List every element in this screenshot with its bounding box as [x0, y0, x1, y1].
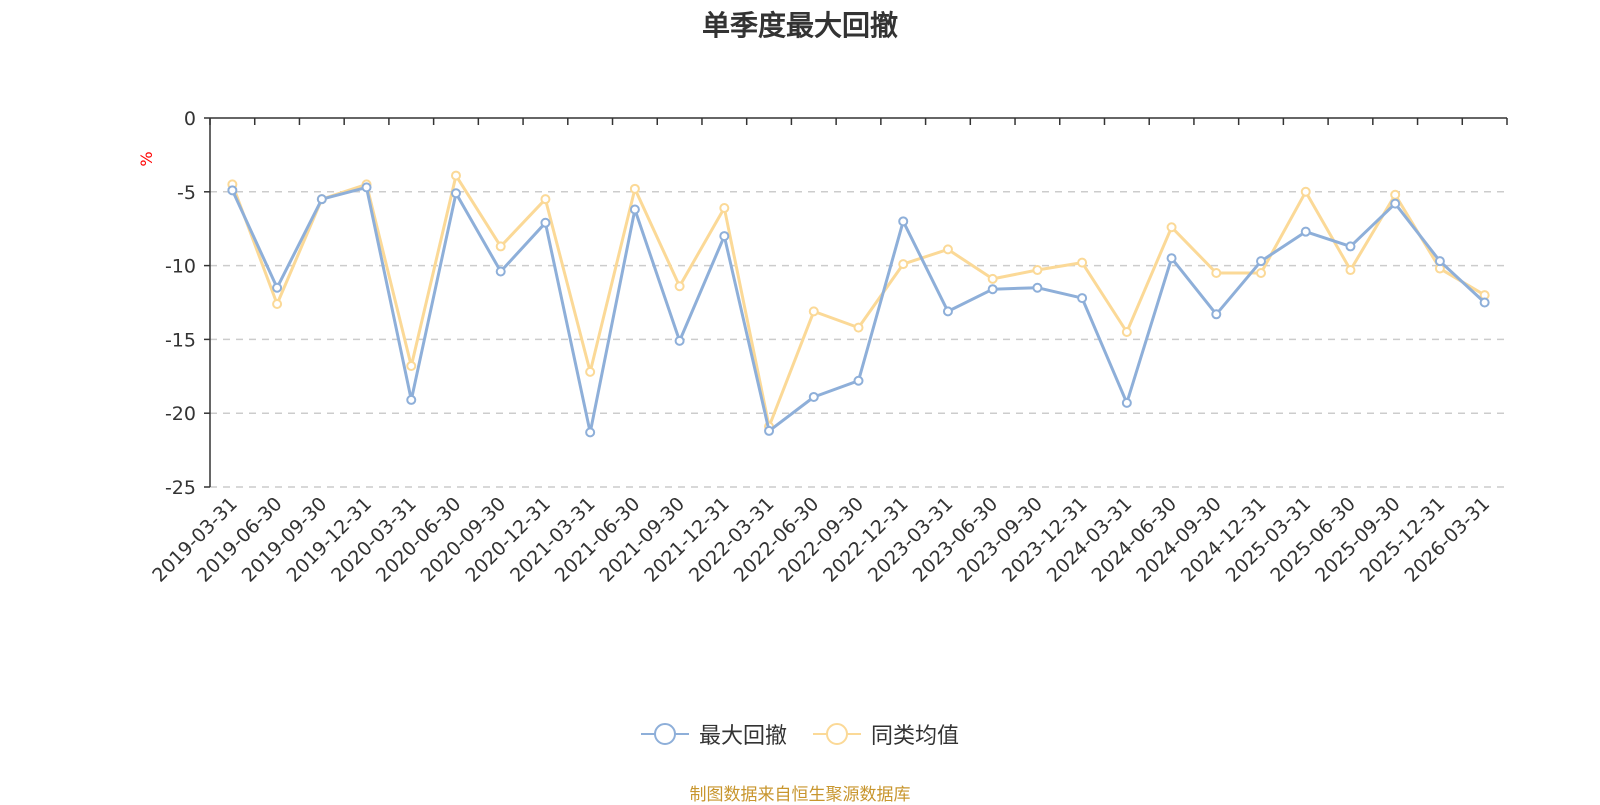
data-point-0: [1211, 309, 1222, 320]
data-point-0: [1032, 282, 1043, 293]
data-point-0: [1166, 253, 1177, 264]
legend-label-max-drawdown: 最大回撤: [698, 724, 787, 749]
y-tick-label: -25: [165, 477, 196, 499]
y-tick-label: -15: [165, 329, 196, 351]
data-point-1: [1166, 222, 1177, 233]
data-point-0: [1256, 256, 1267, 267]
data-point-1: [585, 366, 596, 377]
data-point-0: [540, 217, 551, 228]
axes: 0-5-10-15-20-252019-03-312019-06-302019-…: [148, 108, 1508, 587]
series-line-0: [231, 185, 1486, 434]
data-point-0: [898, 216, 909, 227]
data-point-0: [1300, 226, 1311, 237]
data-point-0: [808, 391, 819, 402]
series-line-1: [230, 174, 1486, 428]
data-point-1: [808, 306, 819, 317]
data-point-1: [1390, 189, 1401, 200]
data-point-1: [629, 183, 640, 194]
y-tick-label: -5: [177, 182, 196, 204]
legend-item-category-average[interactable]: 同类均值: [813, 718, 959, 750]
grid-lines: [210, 191, 1507, 488]
series-lines: [227, 170, 1490, 438]
data-point-1: [898, 259, 909, 270]
data-point-0: [1390, 198, 1401, 209]
y-tick-label: -10: [165, 256, 196, 278]
data-point-1: [406, 360, 417, 371]
y-axis-unit: %: [137, 151, 156, 166]
source-note: 制图数据来自恒生聚源数据库: [689, 785, 911, 805]
data-point-0: [1121, 397, 1132, 408]
data-point-1: [1077, 257, 1088, 268]
data-point-0: [942, 306, 953, 317]
data-point-0: [272, 282, 283, 293]
data-point-1: [272, 298, 283, 309]
data-point-0: [1434, 256, 1445, 267]
data-point-0: [1077, 293, 1088, 304]
data-point-0: [450, 188, 461, 199]
legend-item-max-drawdown[interactable]: 最大回撤: [640, 718, 787, 750]
y-tick-label: -20: [165, 403, 196, 425]
data-point-0: [1479, 297, 1490, 308]
data-point-0: [585, 427, 596, 438]
data-point-0: [316, 194, 327, 205]
data-point-0: [1345, 241, 1356, 252]
legend: 最大回撤 同类均值: [0, 718, 1600, 750]
data-point-1: [540, 194, 551, 205]
data-point-0: [853, 375, 864, 386]
data-point-1: [1121, 327, 1132, 338]
data-point-1: [1032, 265, 1043, 276]
data-point-1: [1211, 267, 1222, 278]
data-point-1: [987, 273, 998, 284]
data-point-1: [942, 244, 953, 255]
data-point-0: [227, 185, 238, 196]
data-point-0: [987, 284, 998, 295]
data-point-0: [719, 231, 730, 242]
data-point-1: [1345, 265, 1356, 276]
data-point-1: [853, 322, 864, 333]
data-point-1: [495, 241, 506, 252]
y-tick-label: 0: [184, 108, 196, 130]
data-point-1: [1256, 267, 1267, 278]
data-point-0: [361, 182, 372, 193]
legend-label-category-average: 同类均值: [871, 724, 960, 749]
data-point-0: [629, 204, 640, 215]
chart-title: 单季度最大回撤: [701, 9, 898, 42]
data-point-0: [764, 425, 775, 436]
data-point-1: [719, 203, 730, 214]
legend-line-circle-icon: [813, 723, 861, 745]
data-point-0: [495, 266, 506, 277]
data-point-1: [674, 281, 685, 292]
data-point-0: [674, 335, 685, 346]
data-point-1: [450, 170, 461, 181]
data-point-1: [1300, 186, 1311, 197]
data-point-0: [406, 394, 417, 405]
legend-line-circle-icon: [640, 723, 689, 745]
